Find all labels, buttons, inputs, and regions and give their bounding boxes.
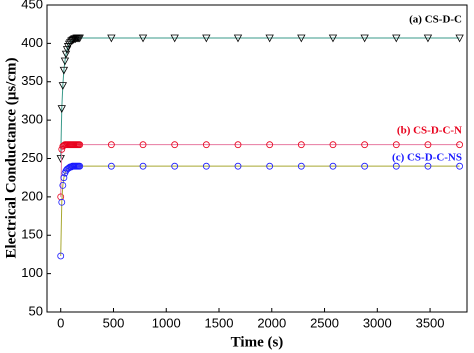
x-axis-title: Time (s): [231, 334, 284, 350]
marker: [266, 141, 274, 149]
y-tick-label: 450: [21, 0, 43, 11]
marker: [455, 34, 464, 43]
y-tick-label: 300: [21, 112, 43, 127]
y-tick-label: 350: [21, 73, 43, 88]
marker: [57, 105, 66, 113]
marker: [202, 141, 210, 149]
marker: [423, 34, 433, 43]
marker: [58, 145, 66, 153]
marker: [329, 162, 337, 170]
marker: [139, 162, 147, 170]
marker: [59, 181, 67, 189]
marker: [69, 36, 78, 44]
x-tick-label: 1500: [205, 315, 234, 330]
marker: [107, 162, 115, 170]
marker: [361, 141, 369, 149]
marker: [76, 162, 84, 170]
x-tick-label: 2500: [310, 315, 339, 330]
series-label: (a) CS-D-C: [409, 14, 462, 26]
marker: [58, 82, 67, 90]
marker: [233, 34, 243, 43]
marker: [59, 66, 69, 75]
y-tick-label: 250: [21, 150, 43, 165]
marker: [265, 34, 274, 43]
marker: [202, 34, 211, 43]
y-tick-label: 100: [21, 265, 43, 280]
marker: [392, 162, 400, 170]
marker: [297, 141, 305, 149]
marker: [107, 141, 115, 149]
y-tick-label: 50: [29, 303, 43, 318]
x-tick-label: 500: [103, 315, 125, 330]
marker: [266, 162, 274, 170]
marker: [139, 141, 147, 149]
marker: [62, 46, 72, 54]
marker: [57, 252, 65, 260]
series-label: (c) CS-D-C-NS: [392, 152, 462, 164]
marker: [67, 37, 76, 46]
x-tick-label: 0: [57, 315, 64, 330]
marker: [68, 36, 77, 45]
marker: [424, 162, 432, 170]
series-label: (b) CS-D-C-N: [397, 125, 462, 137]
marker: [456, 141, 464, 149]
y-axis-title: Electrical Conductance (µs/cm): [3, 57, 19, 258]
marker: [60, 174, 68, 182]
marker: [329, 141, 337, 149]
x-tick-label: 3000: [363, 315, 392, 330]
x-tick-label: 3500: [416, 315, 445, 330]
series-line: [60, 37, 460, 159]
marker: [361, 162, 369, 170]
marker: [202, 162, 210, 170]
marker: [392, 141, 400, 149]
marker: [456, 162, 464, 170]
marker: [171, 141, 179, 149]
marker: [57, 193, 65, 201]
marker: [56, 155, 65, 163]
marker: [60, 57, 70, 66]
marker: [76, 141, 84, 149]
series-line: [60, 165, 460, 256]
marker: [328, 34, 338, 43]
marker: [234, 162, 242, 170]
marker: [75, 34, 84, 43]
x-tick-label: 2000: [257, 315, 286, 330]
y-tick-label: 150: [21, 227, 43, 242]
marker: [297, 34, 306, 43]
marker: [234, 141, 242, 149]
marker: [107, 34, 116, 43]
y-tick-label: 200: [21, 188, 43, 203]
marker: [58, 198, 66, 206]
marker: [170, 34, 179, 43]
marker: [138, 34, 148, 43]
marker: [424, 141, 432, 149]
x-tick-label: 1000: [152, 315, 181, 330]
marker: [392, 34, 401, 43]
marker: [360, 34, 369, 43]
marker: [171, 162, 179, 170]
y-tick-label: 400: [21, 35, 43, 50]
marker: [297, 162, 305, 170]
